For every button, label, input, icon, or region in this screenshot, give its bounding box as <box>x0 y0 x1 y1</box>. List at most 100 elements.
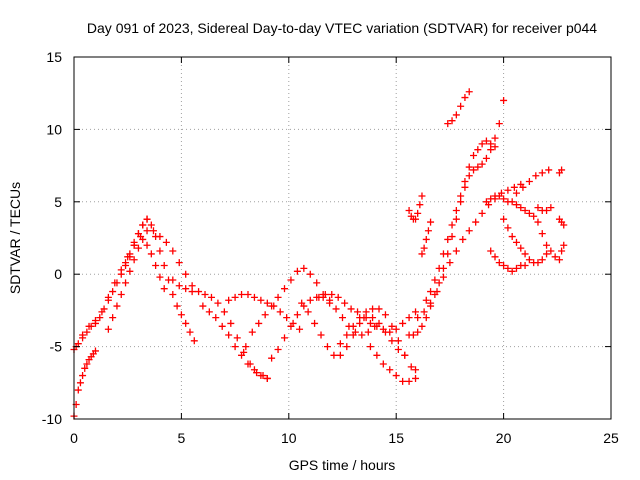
series-23 <box>512 166 553 197</box>
data-point <box>126 250 134 258</box>
data-point <box>160 262 168 270</box>
data-point <box>175 282 183 290</box>
data-point <box>560 221 568 229</box>
data-point <box>545 166 553 174</box>
data-point <box>276 308 284 316</box>
data-point <box>201 290 209 298</box>
series-0 <box>70 347 99 420</box>
data-point <box>244 360 252 368</box>
data-point <box>495 192 503 200</box>
data-point <box>551 253 559 261</box>
x-tick-label: 10 <box>281 430 297 446</box>
series-25 <box>555 215 568 229</box>
data-point <box>543 206 551 214</box>
data-point <box>250 366 258 374</box>
data-point <box>366 319 374 327</box>
data-point <box>182 270 190 278</box>
data-point <box>306 270 314 278</box>
data-point <box>461 178 469 186</box>
data-point <box>364 328 372 336</box>
data-point <box>283 314 291 322</box>
data-point <box>257 296 265 304</box>
series-12 <box>336 305 420 382</box>
data-point <box>328 290 336 298</box>
data-point <box>478 140 486 148</box>
data-point <box>433 288 441 296</box>
data-point <box>478 160 486 168</box>
series-21 <box>500 215 551 267</box>
data-point <box>369 305 377 313</box>
data-point <box>212 314 220 322</box>
data-point <box>373 351 381 359</box>
data-point <box>448 233 456 241</box>
data-point <box>517 204 525 212</box>
data-point <box>225 296 233 304</box>
data-point <box>465 172 473 180</box>
data-point <box>343 331 351 339</box>
data-point <box>373 322 381 330</box>
data-point <box>504 224 512 232</box>
data-point <box>244 290 252 298</box>
data-point <box>420 244 428 252</box>
data-point <box>104 293 112 301</box>
x-tick-label: 25 <box>603 430 619 446</box>
data-point <box>231 293 239 301</box>
data-point <box>508 233 516 241</box>
series-26 <box>555 166 566 177</box>
data-point <box>313 279 321 287</box>
data-point <box>427 288 435 296</box>
data-point <box>534 218 542 226</box>
x-tick-label: 15 <box>388 430 404 446</box>
data-point <box>418 250 426 258</box>
data-point <box>126 267 134 275</box>
data-point <box>478 209 486 217</box>
data-point <box>439 250 447 258</box>
data-point <box>508 267 516 275</box>
data-point <box>304 308 312 316</box>
data-point <box>79 331 87 339</box>
y-tick-label: 0 <box>54 266 62 282</box>
series-27 <box>555 241 568 264</box>
data-point <box>560 241 568 249</box>
data-point <box>487 195 495 203</box>
series-13 <box>366 343 420 385</box>
data-point <box>257 372 265 380</box>
axis-ticks: 0 5 10 15 20 25 -10 -5 0 5 10 15 <box>42 49 619 446</box>
data-point <box>117 266 125 274</box>
data-point <box>188 288 196 296</box>
data-point <box>175 259 183 267</box>
data-point <box>173 302 181 310</box>
data-point <box>465 163 473 171</box>
data-point <box>525 178 533 186</box>
data-point <box>156 247 164 255</box>
data-point <box>366 343 374 351</box>
data-point <box>412 215 420 223</box>
series-6 <box>199 302 271 382</box>
data-point <box>543 250 551 258</box>
y-tick-label: 5 <box>54 194 62 210</box>
series-20 <box>482 192 559 261</box>
data-point <box>143 215 151 223</box>
data-point <box>207 293 215 301</box>
data-point <box>470 166 478 174</box>
data-point <box>532 172 540 180</box>
data-point <box>487 140 495 148</box>
data-point <box>418 322 426 330</box>
data-point <box>525 256 533 264</box>
data-point <box>405 206 413 214</box>
data-point <box>452 247 460 255</box>
data-points <box>70 88 568 420</box>
series-19 <box>444 88 473 128</box>
data-point <box>482 198 490 206</box>
data-point <box>375 305 383 313</box>
data-point <box>399 319 407 327</box>
data-point <box>156 273 164 281</box>
data-point <box>358 331 366 339</box>
series-5 <box>169 276 271 382</box>
y-tick-label: 15 <box>46 49 62 65</box>
data-point <box>392 372 400 380</box>
data-point <box>504 264 512 272</box>
data-point <box>512 189 520 197</box>
data-point <box>287 322 295 330</box>
data-point <box>134 230 142 238</box>
